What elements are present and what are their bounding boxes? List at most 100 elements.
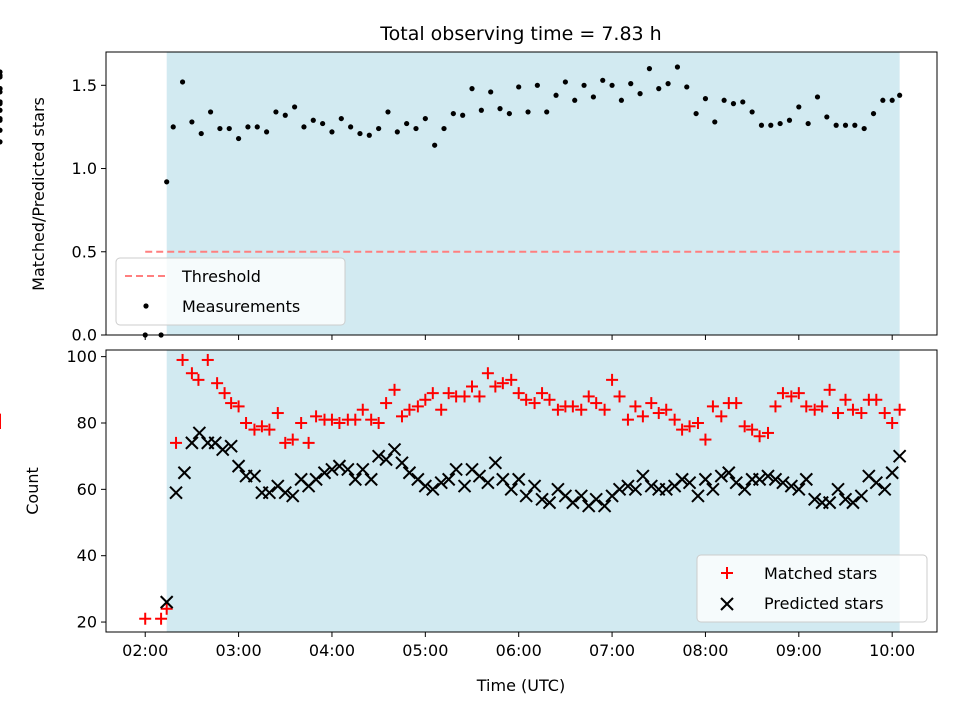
predicted-point — [628, 482, 643, 497]
measurement-point — [0, 99, 3, 105]
measurement-point — [805, 120, 811, 127]
predicted-point — [185, 436, 199, 450]
measurement-point — [497, 106, 503, 112]
y-tick-label: 0.0 — [72, 326, 97, 345]
measurement-point — [338, 115, 344, 122]
matched-point — [621, 413, 634, 426]
measurement-point — [768, 122, 774, 128]
matched-point — [505, 373, 518, 386]
predicted-point — [231, 459, 246, 473]
measurement-point — [422, 115, 428, 122]
matched-point — [380, 397, 393, 410]
predicted-point — [776, 475, 790, 490]
measurement-point — [413, 125, 419, 132]
predicted-point — [519, 489, 533, 503]
measurement-point — [684, 84, 690, 90]
y-tick-label: 100 — [66, 347, 97, 366]
matched-point — [356, 403, 369, 416]
predicted-point — [831, 482, 845, 497]
matched-point — [808, 403, 821, 416]
matched-point — [738, 420, 751, 433]
measurement-point — [320, 120, 326, 127]
measurement-point — [263, 129, 270, 135]
measurement-point — [179, 79, 186, 85]
measurement-point — [207, 109, 214, 115]
predicted-point — [224, 439, 238, 453]
matched-point — [551, 403, 564, 416]
predicted-point — [434, 475, 448, 490]
x-tick-label: 10:00 — [869, 641, 915, 660]
measurement-point — [730, 101, 737, 107]
predicted-point — [768, 472, 783, 487]
x-tick-label: 08:00 — [682, 641, 728, 660]
matched-point — [218, 387, 231, 400]
matched-point — [746, 423, 759, 436]
predicted-point — [822, 495, 837, 510]
matched-point — [839, 393, 852, 406]
predicted-point — [527, 479, 542, 493]
matched-point — [629, 400, 642, 413]
matched-point — [176, 353, 189, 366]
matched-point — [365, 413, 378, 426]
measurement-point — [273, 109, 279, 115]
matched-point — [473, 390, 486, 403]
measurement-point — [786, 117, 793, 123]
predicted-point — [309, 472, 323, 487]
predicted-point — [364, 472, 378, 487]
count-panel: 20 40 60 80 100 02:00 03:00 04:00 05:00 06:00 07:… — [0, 347, 938, 695]
predicted-point — [698, 472, 713, 487]
measurement-point — [282, 112, 288, 118]
matched-point — [248, 423, 261, 436]
y-tick-label: 20 — [77, 613, 97, 632]
matched-point — [753, 430, 766, 443]
x-tick-label: 04:00 — [309, 641, 355, 660]
matched-point — [761, 426, 774, 439]
measurement-point — [777, 120, 783, 127]
measurement-point — [814, 94, 821, 100]
matched-point — [846, 403, 859, 416]
y-tick-label: 60 — [77, 480, 97, 499]
y-tick-label: 80 — [77, 413, 97, 432]
measurement-point — [469, 86, 475, 92]
matched-point — [286, 433, 299, 446]
measurement-point — [600, 77, 606, 83]
measurement-point — [376, 125, 382, 132]
matched-point — [489, 380, 502, 393]
measurement-point — [254, 124, 260, 130]
x-tick-label: 07:00 — [589, 641, 635, 660]
matched-point — [792, 387, 805, 400]
top-y-axis-label: Matched/Predicted stars — [29, 97, 48, 291]
measurement-point — [516, 84, 522, 90]
matched-point — [832, 407, 845, 420]
matched-point — [636, 410, 649, 423]
predicted-point — [278, 485, 292, 500]
measurement-point — [581, 82, 587, 88]
matched-point — [528, 397, 541, 410]
measurement-point — [824, 114, 830, 120]
measurement-point — [478, 107, 484, 113]
measurement-point — [572, 97, 578, 103]
measurement-point — [310, 117, 316, 123]
top-plot-frame — [105, 51, 938, 336]
predicted-point — [216, 442, 230, 457]
matched-point — [776, 387, 789, 400]
predicted-point — [644, 479, 658, 493]
measurement-point — [796, 104, 802, 110]
predicted-point — [387, 442, 402, 457]
predicted-point — [878, 482, 892, 497]
predicted-point — [535, 492, 549, 507]
measurement-point — [198, 130, 204, 137]
matched-point — [800, 400, 813, 413]
y-tick-label: 1.0 — [72, 159, 97, 178]
matched-point — [645, 397, 658, 410]
predicted-point — [418, 479, 433, 493]
predicted-point — [426, 482, 440, 497]
measurement-point — [609, 82, 615, 88]
predicted-point — [332, 459, 347, 473]
measurement-point — [525, 109, 531, 115]
matched-point — [823, 383, 836, 396]
matched-point — [520, 393, 533, 406]
predicted-point — [441, 472, 456, 487]
measurement-point — [637, 91, 643, 97]
